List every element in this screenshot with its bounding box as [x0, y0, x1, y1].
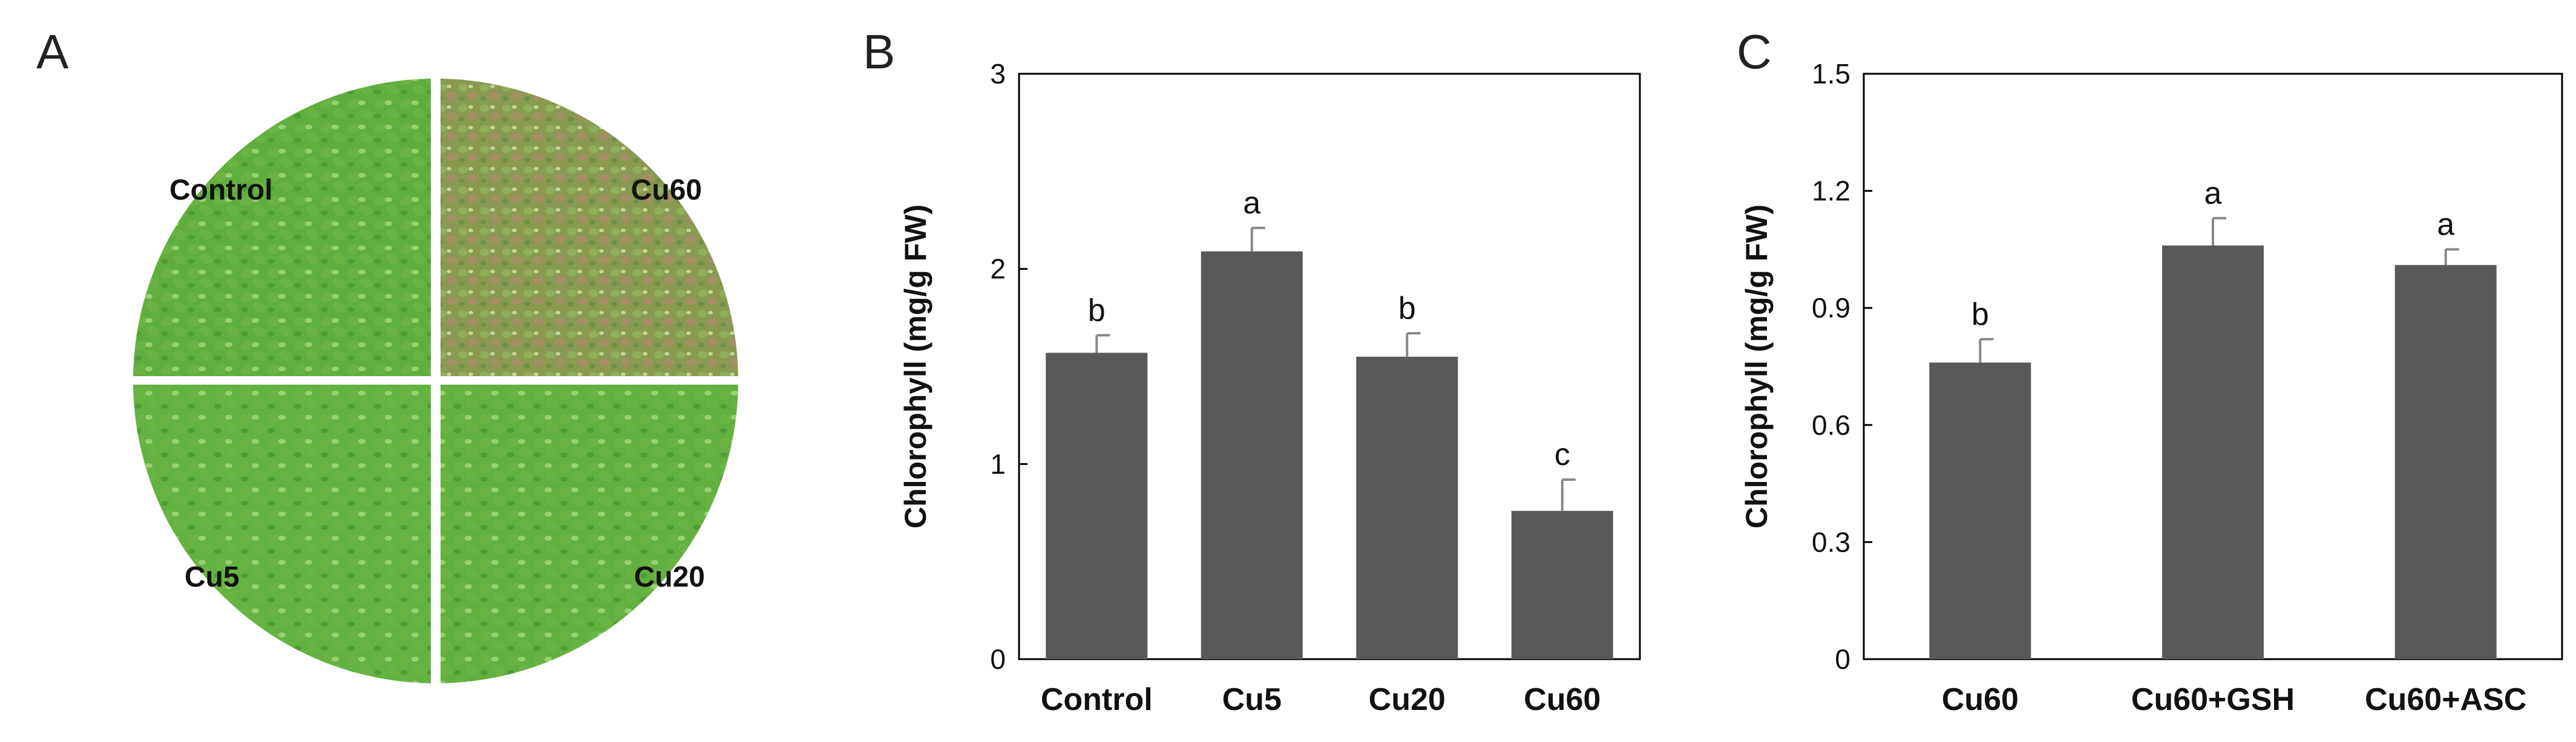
significance-letter: a	[1243, 186, 1260, 221]
x-tick-label: Cu5	[1222, 682, 1282, 717]
seedling-dish-photo: Control Cu60 Cu5 Cu20	[133, 79, 738, 683]
significance-letter: c	[1555, 437, 1570, 472]
panel-b-chart: B 0 1 2 3 Chlorophyll (mg/g FW) b Control a Cu5 b…	[805, 0, 1682, 739]
bar-cu5	[1201, 251, 1303, 659]
dish-divider-horizontal	[133, 376, 738, 385]
panel-c-chart: C 0 0.3 0.6 0.9 1.2 1.5 Chlorophyll (mg/g FW) b…	[1694, 0, 2576, 739]
x-tick-label: Cu60+ASC	[2365, 682, 2526, 717]
label-cu5: Cu5	[185, 561, 240, 593]
y-tick-label: 0.3	[1812, 526, 1850, 558]
bar-cu60-gsh	[2162, 245, 2264, 659]
y-tick-label: 1	[990, 448, 1006, 480]
x-tick-label: Cu60	[1524, 682, 1601, 717]
chlorophyll-antioxidant-chart: 0 0.3 0.6 0.9 1.2 1.5 Chlorophyll (mg/g FW) b Cu…	[1740, 58, 2563, 717]
plot-frame	[1018, 73, 1641, 660]
x-tick-label: Control	[1041, 682, 1153, 717]
y-tick-label: 0.6	[1812, 409, 1850, 441]
label-control: Control	[169, 174, 273, 206]
bar-cu60-asc	[2394, 265, 2497, 659]
panel-b-letter: B	[863, 25, 896, 79]
y-tick-label: 0.9	[1812, 292, 1850, 324]
panel-a-letter: A	[36, 25, 69, 79]
label-cu20: Cu20	[634, 561, 705, 593]
chlorophyll-cu-chart: 0 1 2 3 Chlorophyll (mg/g FW) b Control a Cu5 b Cu…	[899, 58, 1641, 717]
y-tick-label: 2	[990, 253, 1006, 285]
x-tick-label: Cu60	[1942, 682, 2019, 717]
panel-c-letter: C	[1737, 25, 1772, 79]
label-cu60: Cu60	[631, 174, 702, 206]
bar-cu60	[1929, 362, 2031, 659]
significance-letter: b	[1088, 293, 1106, 328]
significance-letter: b	[1398, 291, 1416, 326]
bar-control	[1046, 353, 1148, 659]
x-tick-label: Cu60+GSH	[2131, 682, 2295, 717]
y-tick-label: 0	[1835, 643, 1850, 675]
panel-a-photo: A	[0, 0, 799, 739]
significance-letter: b	[1971, 297, 1989, 332]
y-tick-label: 3	[990, 58, 1006, 89]
y-tick-label: 1.2	[1812, 175, 1850, 207]
bar-cu20	[1356, 356, 1458, 659]
significance-letter: a	[2204, 176, 2222, 211]
y-axis-label: Chlorophyll (mg/g FW)	[899, 204, 932, 529]
y-axis-label: Chlorophyll (mg/g FW)	[1740, 204, 1774, 529]
y-tick-label: 0	[990, 643, 1006, 675]
x-tick-label: Cu20	[1369, 682, 1446, 717]
y-tick-label: 1.5	[1812, 58, 1850, 89]
bar-cu60	[1511, 510, 1613, 659]
significance-letter: a	[2437, 207, 2454, 242]
